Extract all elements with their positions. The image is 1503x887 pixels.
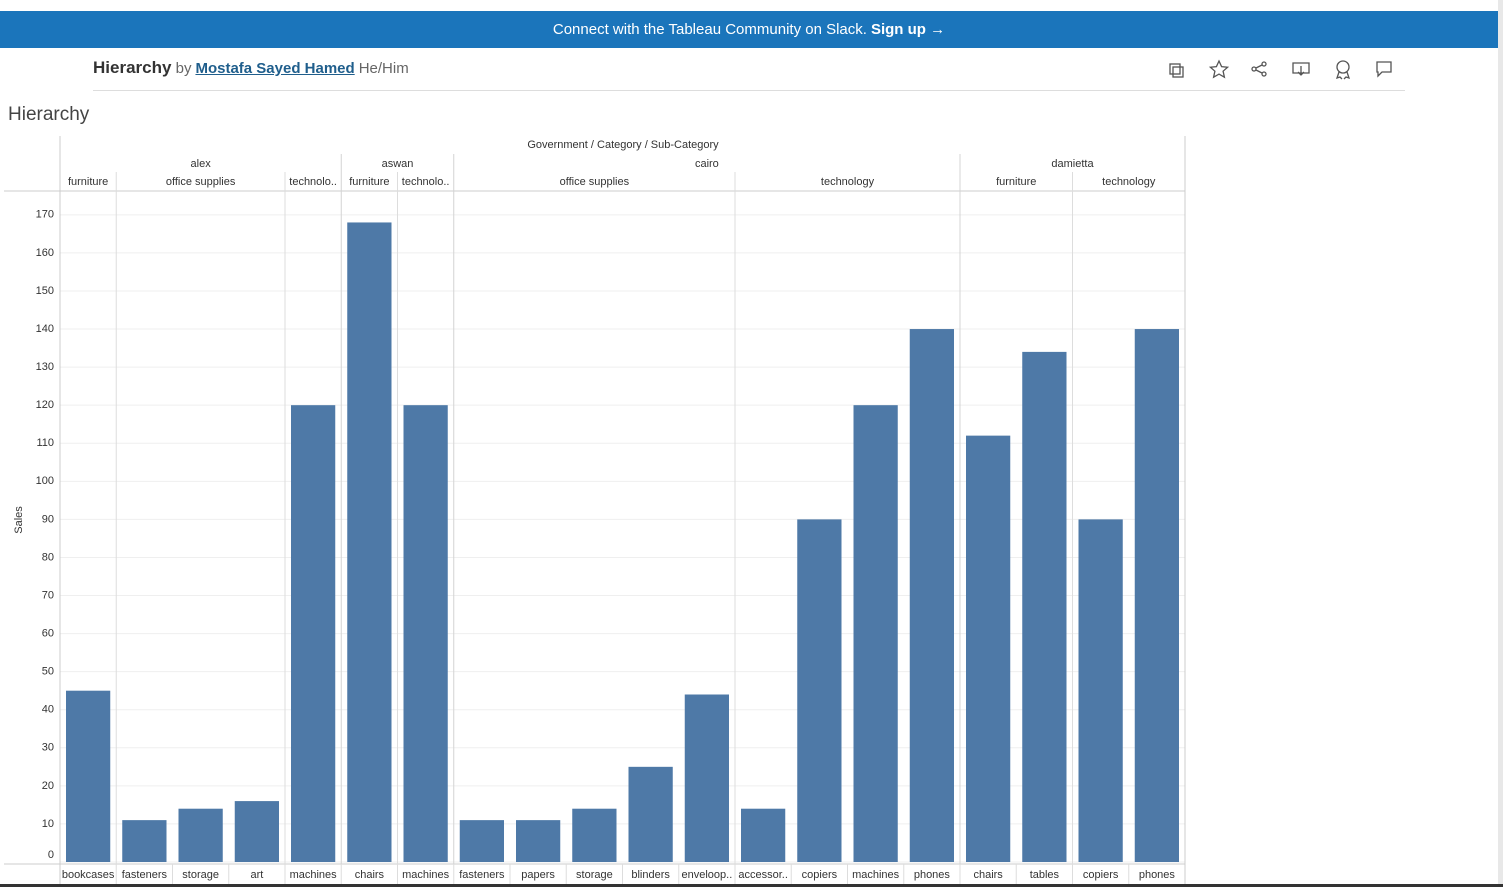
- bar: [459, 820, 504, 862]
- y-tick-label: 120: [36, 399, 54, 411]
- toolbar: [1169, 59, 1392, 80]
- x-tick-label: machines: [852, 869, 900, 881]
- chart-title: Hierarchy: [8, 104, 90, 125]
- badge-icon[interactable]: [1335, 60, 1351, 80]
- bar: [797, 519, 842, 862]
- bottom-edge: [0, 884, 1503, 887]
- y-axis-label: Sales: [13, 506, 25, 534]
- x-tick-label: storage: [576, 869, 613, 881]
- x-tick-label: enveloop..: [681, 869, 732, 881]
- x-tick-label: machines: [290, 869, 338, 881]
- download-icon[interactable]: [1292, 62, 1310, 76]
- category-label: furniture: [68, 176, 108, 188]
- x-tick-label: chairs: [355, 869, 385, 881]
- y-tick-label: 170: [36, 209, 54, 221]
- x-tick-label: fasteners: [122, 869, 168, 881]
- category-label: technolo..: [289, 176, 337, 188]
- x-tick-label: machines: [402, 869, 450, 881]
- bar: [1134, 329, 1179, 863]
- category-label: office supplies: [166, 176, 236, 188]
- bar: [572, 808, 617, 862]
- bar: [1022, 351, 1067, 862]
- bar: [1078, 519, 1123, 862]
- bar: [66, 690, 111, 862]
- x-tick-label: papers: [521, 869, 555, 881]
- bar: [516, 820, 561, 862]
- y-tick-label: 100: [36, 475, 54, 487]
- category-label: furniture: [996, 176, 1036, 188]
- group-label: aswan: [382, 158, 414, 170]
- bar: [853, 405, 898, 862]
- bar: [178, 808, 223, 862]
- y-tick-label: 140: [36, 323, 54, 335]
- x-tick-label: copiers: [1083, 869, 1119, 881]
- x-tick-label: phones: [914, 869, 951, 881]
- bar: [741, 808, 786, 862]
- y-tick-label: 60: [42, 627, 54, 639]
- x-tick-label: copiers: [802, 869, 838, 881]
- bar: [234, 801, 279, 862]
- x-tick-label: art: [250, 869, 263, 881]
- y-tick-label: 50: [42, 666, 54, 678]
- y-tick-label: 0: [48, 849, 54, 861]
- bar: [966, 435, 1011, 862]
- y-tick-label: 40: [42, 704, 54, 716]
- x-tick-label: phones: [1139, 869, 1176, 881]
- y-tick-label: 20: [42, 780, 54, 792]
- favorite-icon[interactable]: [1208, 59, 1230, 79]
- x-tick-label: storage: [182, 869, 219, 881]
- group-label: damietta: [1051, 158, 1094, 170]
- y-tick-label: 130: [36, 361, 54, 373]
- scrollbar[interactable]: [1498, 0, 1503, 884]
- y-tick-label: 160: [36, 247, 54, 259]
- viz-header: Hierarchy by Mostafa Sayed Hamed He/Him: [93, 58, 409, 78]
- pronouns: He/Him: [358, 60, 409, 77]
- x-tick-label: accessor..: [738, 869, 788, 881]
- comment-icon[interactable]: [1376, 61, 1392, 78]
- x-tick-label: bookcases: [62, 869, 115, 881]
- y-tick-label: 90: [42, 513, 54, 525]
- group-label: alex: [191, 158, 212, 170]
- x-tick-label: chairs: [973, 869, 1003, 881]
- banner-text: Connect with the Tableau Community on Sl…: [552, 21, 867, 38]
- bar: [909, 329, 954, 863]
- slack-banner[interactable]: Connect with the Tableau Community on Sl…: [0, 11, 1498, 48]
- share-icon[interactable]: [1251, 61, 1267, 77]
- y-tick-label: 70: [42, 589, 54, 601]
- category-label: technology: [821, 176, 875, 188]
- bar: [347, 222, 392, 863]
- y-tick-label: 110: [36, 437, 54, 449]
- group-label: cairo: [695, 158, 719, 170]
- header-title: Government / Category / Sub-Category: [527, 139, 719, 151]
- category-label: technology: [1102, 176, 1156, 188]
- y-tick-label: 10: [42, 818, 54, 830]
- bar: [684, 694, 729, 862]
- category-label: furniture: [349, 176, 389, 188]
- banner-action[interactable]: Sign up →: [870, 21, 946, 38]
- bar: [122, 820, 167, 862]
- category-label: office supplies: [560, 176, 630, 188]
- bar: [628, 766, 673, 862]
- y-tick-label: 150: [36, 285, 54, 297]
- by: by: [175, 60, 192, 77]
- divider: [93, 90, 1405, 91]
- x-tick-label: tables: [1030, 869, 1060, 881]
- bar: [291, 405, 336, 862]
- bar: [403, 405, 448, 862]
- copy-icon[interactable]: [1169, 63, 1184, 78]
- x-tick-label: blinders: [631, 869, 670, 881]
- author-link[interactable]: Mostafa Sayed Hamed: [195, 60, 355, 77]
- x-tick-label: fasteners: [459, 869, 505, 881]
- y-tick-label: 30: [42, 742, 54, 754]
- y-tick-label: 80: [42, 551, 54, 563]
- category-label: technolo..: [402, 176, 450, 188]
- viz-title: Hierarchy: [93, 58, 172, 77]
